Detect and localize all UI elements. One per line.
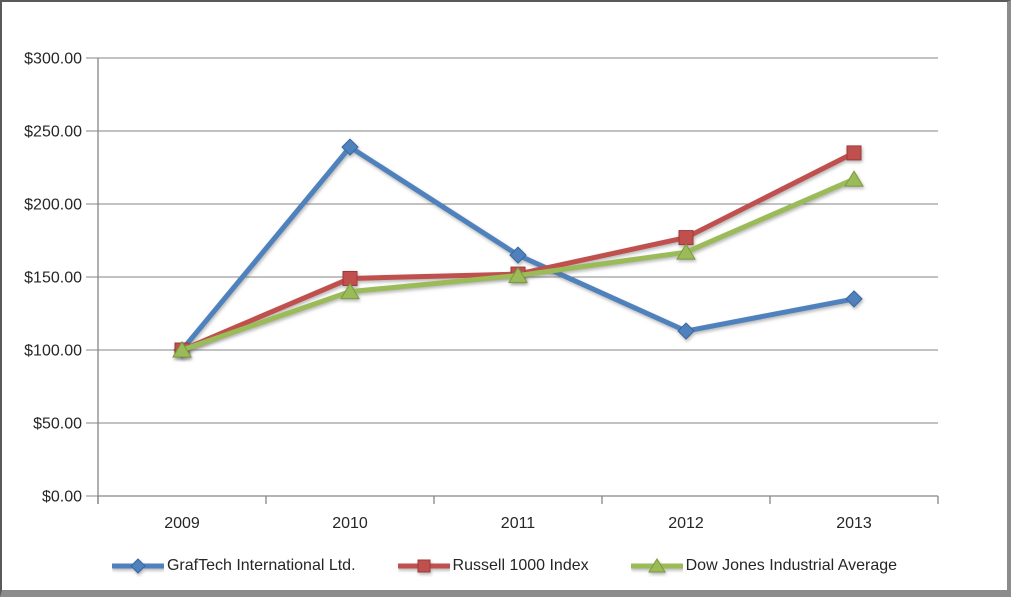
x-axis-tick-label: 2012 [668, 515, 704, 532]
y-axis-tick-label: $200.00 [24, 197, 82, 214]
x-axis-tick-label: 2013 [836, 515, 872, 532]
legend-diamond-marker-icon [111, 558, 164, 574]
y-axis-tick-label: $50.00 [33, 416, 82, 433]
y-axis-tick-label: $150.00 [24, 270, 82, 287]
y-axis-tick-label: $0.00 [42, 489, 82, 506]
performance-line-chart: $0.00 $50.00 $100.00 $150.00 $200.00 $250.00 $… [24, 51, 939, 532]
legend-item-2: Dow Jones Industrial Average [630, 555, 898, 577]
legend-item-0: GrafTech International Ltd. [111, 555, 356, 577]
series-diamond [173, 138, 863, 359]
x-axis-tick-label: 2011 [501, 515, 536, 532]
legend-triangle-marker-icon [630, 558, 683, 573]
legend-label: GrafTech International Ltd. [166, 557, 356, 574]
legend-label: Russell 1000 Index [452, 557, 589, 574]
y-axis-tick-label: $250.00 [24, 124, 82, 141]
y-axis-tick-label: $100.00 [24, 343, 82, 360]
y-axis-tick-label: $300.00 [24, 51, 82, 68]
legend-square-marker-icon [397, 559, 450, 573]
legend-label: Dow Jones Industrial Average [685, 557, 898, 574]
x-axis-tick-label: 2010 [332, 515, 368, 532]
legend-item-1: Russell 1000 Index [397, 555, 589, 577]
x-axis-tick-label: 2009 [164, 515, 200, 532]
chart-legend: GrafTech International Ltd. Russell 1000 … [2, 548, 1007, 584]
gridlines [86, 57, 938, 497]
series-triangle [172, 170, 864, 358]
